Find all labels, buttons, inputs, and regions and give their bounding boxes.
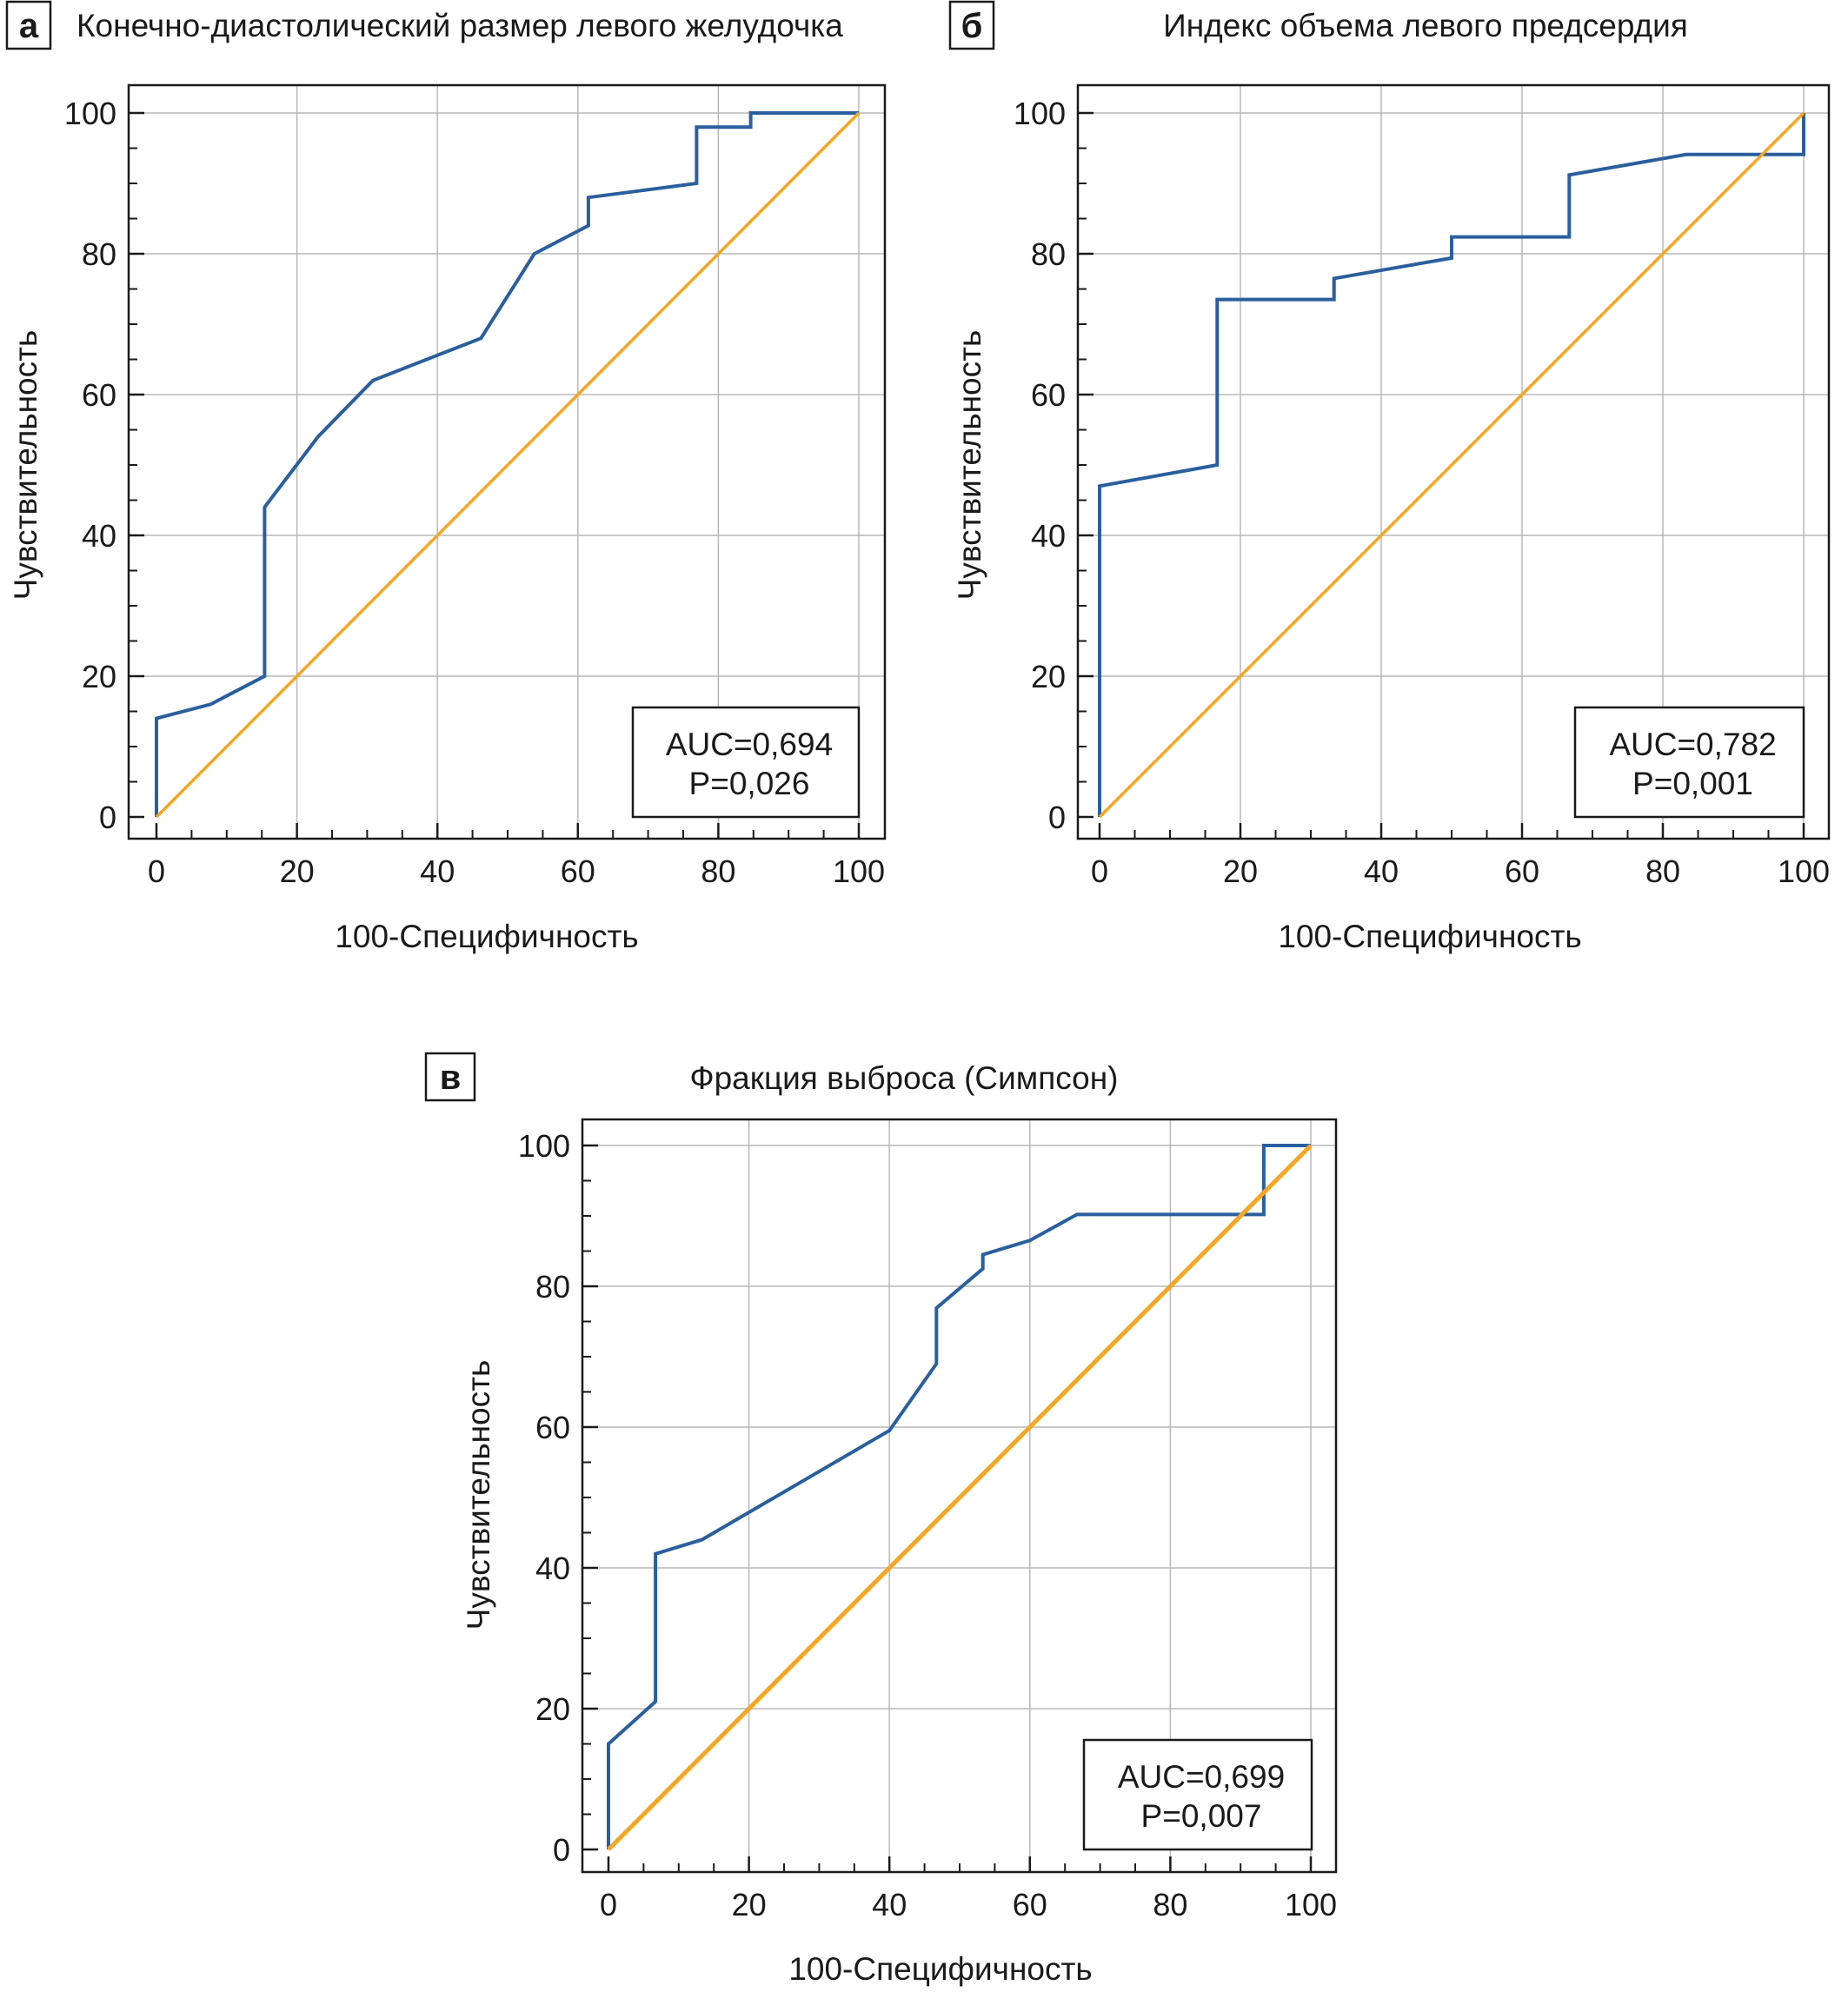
x-tick-label: 20 xyxy=(1223,853,1258,889)
p-value: P=0,026 xyxy=(689,766,810,801)
y-axis-label: Чувствительность xyxy=(952,330,987,601)
panel-letter-box xyxy=(424,1052,476,1102)
roc-curve xyxy=(607,1144,1311,1849)
auc-value: AUC=0,699 xyxy=(1118,1759,1285,1795)
reference-diagonal xyxy=(155,111,861,819)
y-tick-label: 0 xyxy=(1048,800,1066,835)
chart-title: Конечно-диастолический размер левого жел… xyxy=(76,8,843,43)
x-tick-label: 40 xyxy=(420,853,455,889)
p-value: P=0,001 xyxy=(1632,766,1753,801)
x-tick-label: 40 xyxy=(1364,853,1399,889)
x-tick-label: 60 xyxy=(1505,853,1539,889)
y-axis-label: Чувствительность xyxy=(461,1360,496,1630)
x-tick-label: 0 xyxy=(148,853,165,889)
x-axis-label: 100-Специфичность xyxy=(335,919,638,954)
y-tick-label: 20 xyxy=(535,1691,570,1727)
auc-value: AUC=0,782 xyxy=(1609,727,1776,762)
y-tick-label: 80 xyxy=(535,1269,570,1305)
y-tick-label: 40 xyxy=(82,518,116,554)
x-tick-label: 0 xyxy=(1091,853,1108,889)
x-tick-label: 100 xyxy=(833,853,885,889)
auc-box xyxy=(1082,1738,1313,1851)
chart-title: Фракция выброса (Симпсон) xyxy=(689,1060,1118,1096)
x-tick-label: 80 xyxy=(1153,1887,1187,1922)
panel-letter: б xyxy=(961,7,983,45)
auc-box xyxy=(631,706,861,819)
y-tick-label: 80 xyxy=(82,236,116,272)
x-tick-label: 100 xyxy=(1778,853,1830,889)
panel-letter-box xyxy=(948,0,995,50)
chart-panel-2: 0 20 40 60 80 100 0 20 40 60 80 100 100-Специфичност… xyxy=(948,0,1831,954)
y-axis-label: Чувствительность xyxy=(8,330,43,601)
y-tick-label: 60 xyxy=(1031,377,1066,413)
chart-panel-3: 0 20 40 60 80 100 0 20 40 60 80 100 100-Специфичност… xyxy=(424,1052,1338,1987)
x-tick-label: 20 xyxy=(732,1887,767,1922)
x-tick-label: 20 xyxy=(280,853,315,889)
panel-letter-box xyxy=(5,0,52,50)
y-tick-label: 0 xyxy=(553,1832,570,1868)
roc-curve xyxy=(1098,113,1805,817)
y-tick-label: 20 xyxy=(1031,659,1066,694)
y-tick-label: 100 xyxy=(1014,96,1066,131)
chart-title: Индекс объема левого предсердия xyxy=(1163,8,1688,43)
x-tick-label: 60 xyxy=(561,853,595,889)
reference-diagonal xyxy=(1098,111,1805,819)
plot-frame xyxy=(1076,83,1831,840)
reference-diagonal xyxy=(607,1144,1313,1851)
panel-letter: а xyxy=(19,7,39,45)
y-tick-label: 40 xyxy=(535,1550,570,1586)
x-axis-label: 100-Специфичность xyxy=(788,1951,1092,1987)
y-tick-label: 40 xyxy=(1031,518,1066,554)
y-tick-label: 20 xyxy=(82,659,116,694)
y-tick-label: 60 xyxy=(535,1410,570,1445)
panel-letter: в xyxy=(440,1059,462,1097)
roc-curve xyxy=(155,111,859,817)
x-tick-label: 60 xyxy=(1013,1887,1047,1922)
x-axis-label: 100-Специфичность xyxy=(1278,919,1581,954)
x-tick-label: 0 xyxy=(600,1887,617,1922)
x-tick-label: 40 xyxy=(872,1887,907,1922)
x-tick-label: 100 xyxy=(1285,1887,1337,1922)
auc-box xyxy=(1573,706,1805,819)
x-tick-label: 80 xyxy=(701,853,735,889)
y-tick-label: 80 xyxy=(1031,236,1066,272)
chart-panel-1: 0 20 40 60 80 100 0 20 40 60 80 100 100-Специфичност… xyxy=(5,0,887,954)
x-tick-label: 80 xyxy=(1645,853,1680,889)
y-tick-label: 0 xyxy=(99,800,116,835)
auc-value: AUC=0,694 xyxy=(666,727,833,762)
y-tick-label: 60 xyxy=(82,377,116,413)
y-tick-label: 100 xyxy=(64,96,116,131)
y-tick-label: 100 xyxy=(518,1128,570,1164)
p-value: P=0,007 xyxy=(1141,1798,1262,1834)
